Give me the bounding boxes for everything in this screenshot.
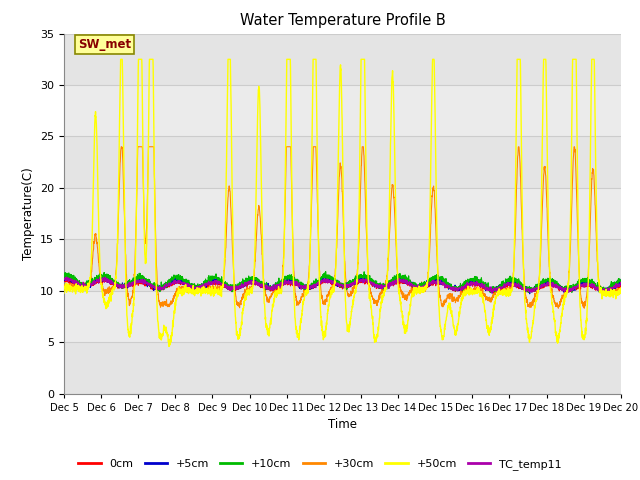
Legend: 0cm, +5cm, +10cm, +30cm, +50cm, TC_temp11: 0cm, +5cm, +10cm, +30cm, +50cm, TC_temp1… (74, 455, 566, 474)
Bar (64, 188, 621, 240)
Y-axis label: Temperature(C): Temperature(C) (22, 167, 35, 260)
Bar (64, 342, 621, 394)
Bar (64, 291, 621, 342)
X-axis label: Time: Time (328, 418, 357, 431)
Text: SW_met: SW_met (78, 38, 131, 51)
Bar (64, 34, 621, 85)
Bar (64, 240, 621, 291)
Title: Water Temperature Profile B: Water Temperature Profile B (239, 13, 445, 28)
Bar (64, 136, 621, 188)
Bar (64, 85, 621, 136)
